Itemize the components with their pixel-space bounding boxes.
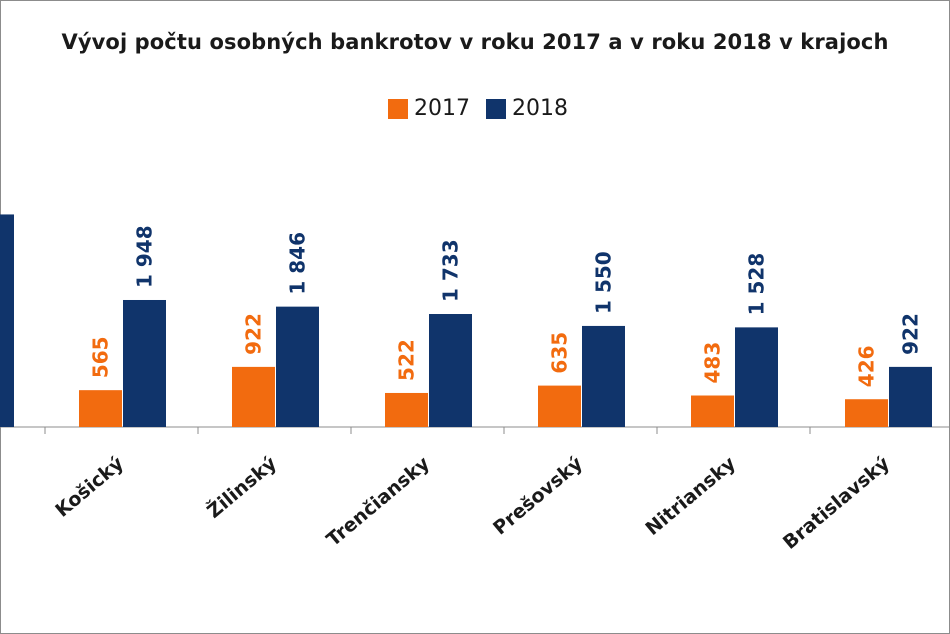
bar-2018 <box>276 306 319 427</box>
data-label-2017: 483 <box>701 342 725 384</box>
bar-2017 <box>79 390 122 427</box>
data-label-2017: 426 <box>855 345 879 387</box>
chart-legend: 2017 2018 <box>388 96 584 121</box>
data-label-2018: 1 550 <box>592 251 616 314</box>
x-tick-label: Košický <box>51 452 128 522</box>
bar-2018 <box>889 366 932 427</box>
data-label-2018: 1 733 <box>439 239 463 302</box>
data-label-2017: 522 <box>395 339 419 381</box>
x-tick-label: Prešovský <box>489 452 587 539</box>
data-label-2018: 922 <box>899 313 923 355</box>
data-label-2018: 1 528 <box>745 253 769 316</box>
legend-label-2017: 2017 <box>414 96 470 121</box>
x-tick-label: Nitriansky <box>641 452 740 540</box>
x-tick-label: Žilinský <box>202 451 281 522</box>
x-tick-label: Bratislavský <box>779 452 894 554</box>
legend-swatch-2017 <box>388 98 408 119</box>
bar-2017 <box>232 366 275 427</box>
bar-2017 <box>691 395 734 427</box>
data-label-2017: 635 <box>548 332 572 374</box>
bar-2017 <box>385 392 428 427</box>
legend-swatch-2018 <box>486 98 506 119</box>
legend-item-2017: 2017 <box>388 96 470 121</box>
bar-2018 <box>429 314 472 427</box>
data-label-2017: 922 <box>242 313 266 355</box>
legend-item-2018: 2018 <box>486 96 568 121</box>
bar-2017 <box>845 399 888 427</box>
bar-2018 <box>582 325 625 427</box>
data-label-2018: 1 948 <box>133 225 157 288</box>
chart-title: Vývoj počtu osobných bankrotov v roku 20… <box>61 30 889 54</box>
legend-label-2018: 2018 <box>512 96 568 121</box>
data-label-2018: 1 846 <box>286 232 310 295</box>
bar-2018 <box>0 214 14 427</box>
x-tick-label: Trenčiansky <box>322 452 434 551</box>
bar-2018 <box>123 299 166 427</box>
bar-2017 <box>538 385 581 427</box>
data-label-2017: 565 <box>89 336 113 378</box>
bar-2018 <box>735 327 778 427</box>
